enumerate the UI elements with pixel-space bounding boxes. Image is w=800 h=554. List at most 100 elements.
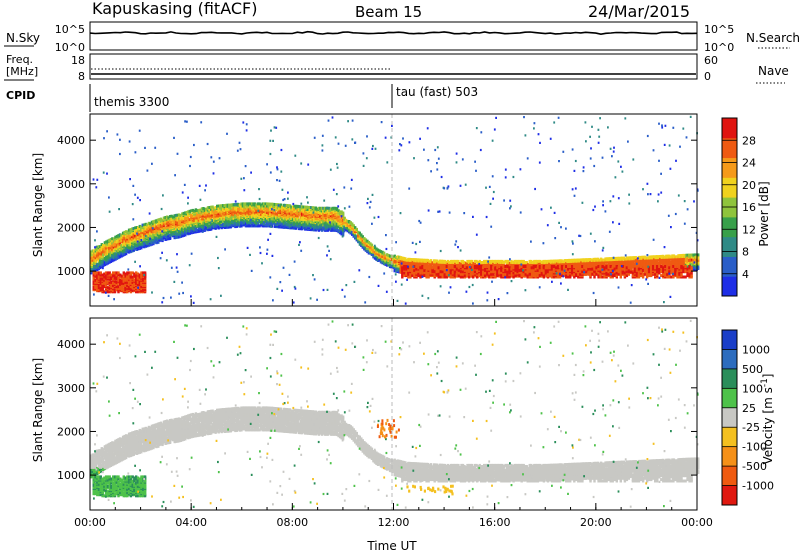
power-echo-cell — [240, 224, 243, 228]
power-echo-cell — [344, 220, 348, 224]
power-echo-cell — [329, 207, 333, 211]
power-echo-cell — [335, 207, 339, 211]
power-echo-cell — [188, 231, 191, 235]
power-echo-cell — [361, 235, 364, 239]
power-echo-cell — [253, 215, 257, 218]
power-echo-cell — [182, 217, 185, 221]
power-echo-cell — [141, 233, 144, 237]
power-echo-cell — [311, 219, 314, 223]
power-echo-cell — [131, 227, 134, 231]
power-echo-cell — [140, 227, 143, 231]
power-echo-cell — [297, 205, 301, 209]
power-echo-cell — [369, 248, 372, 252]
power-echo-cell — [246, 202, 249, 206]
power-echo-cell — [261, 213, 264, 217]
power-echo-cell — [209, 211, 213, 214]
power-echo-cell — [203, 225, 207, 229]
power-echo-cell — [229, 216, 232, 219]
power-echo-cell — [208, 218, 211, 222]
power-echo-cell — [323, 213, 327, 217]
power-echo-cell — [285, 204, 289, 207]
power-echo-cell — [114, 252, 117, 256]
power-echo-cell — [308, 206, 311, 209]
power-echo-cell — [308, 222, 311, 226]
power-echo-cell — [190, 213, 193, 217]
power-echo-cell — [269, 217, 272, 221]
power-echo-cell — [276, 221, 280, 224]
power-echo-cell — [304, 214, 307, 217]
power-echo-cell — [196, 216, 199, 220]
power-echo-cell — [129, 241, 132, 245]
power-echo-cell — [137, 231, 140, 235]
power-echo-cell — [111, 239, 114, 243]
power-echo-cell — [426, 261, 430, 264]
power-echo-cell — [219, 206, 222, 210]
power-echo-cell — [398, 258, 401, 262]
power-echo-cell — [231, 214, 234, 218]
power-echo-cell — [360, 233, 363, 237]
power-echo-cell — [140, 225, 143, 229]
power-echo-cell — [370, 249, 374, 253]
power-echo-cell — [331, 206, 334, 210]
power-echo-cell — [229, 203, 232, 207]
power-echo-cell — [367, 247, 371, 251]
power-echo-cell — [266, 221, 269, 225]
power-echo-cell — [168, 225, 172, 229]
power-echo-cell — [258, 224, 261, 228]
power-echo-cell — [123, 241, 126, 245]
power-echo-cell — [156, 218, 160, 222]
power-echo-cell — [197, 226, 201, 230]
power-echo-cell — [348, 224, 351, 228]
power-echo-cell — [392, 263, 395, 267]
power-echo-cell — [305, 214, 308, 218]
power-echo-cell — [378, 249, 381, 253]
power-echo-cell — [143, 223, 146, 227]
power-echo-cell — [379, 255, 383, 259]
power-echo-cell — [103, 246, 107, 250]
power-echo-cell — [282, 205, 286, 209]
power-echo-cell — [258, 219, 261, 223]
power-echo-cell — [115, 247, 119, 251]
power-echo-cell — [184, 222, 187, 226]
power-echo-cell — [175, 221, 178, 225]
power-echo-cell — [222, 213, 225, 217]
power-echo-cell — [302, 205, 305, 209]
power-echo-cell — [260, 215, 263, 218]
power-echo-cell — [179, 216, 182, 220]
power-echo-cell — [211, 226, 214, 230]
power-echo-cell — [164, 216, 167, 219]
power-echo-cell — [171, 215, 175, 219]
power-echo-cell — [194, 208, 198, 212]
power-echo-cell — [305, 222, 308, 226]
power-echo-cell — [246, 209, 249, 213]
power-echo-cell — [99, 245, 102, 249]
power-echo-cell — [143, 241, 146, 245]
power-echo-cell — [164, 222, 167, 226]
power-echo-cell — [291, 205, 295, 209]
power-echo-cell — [307, 205, 310, 209]
power-echo-cell — [358, 239, 361, 243]
power-echo-cell — [205, 210, 208, 214]
power-echo-cell — [340, 210, 343, 214]
nsky-tick-top-left: 10^5 — [55, 23, 85, 36]
power-echo-cell — [304, 222, 307, 226]
power-echo-cell — [392, 260, 395, 264]
power-echo-cell — [240, 204, 243, 208]
power-echo-cell — [331, 227, 334, 231]
power-echo-cell — [410, 258, 413, 261]
power-echo-cell — [404, 257, 407, 261]
power-echo-cell — [170, 228, 173, 232]
power-echo-cell — [187, 210, 190, 214]
freq-label: Freq. — [6, 53, 33, 66]
power-echo-cell — [253, 202, 257, 206]
power-echo-cell — [137, 226, 140, 230]
power-echo-cell — [168, 217, 172, 221]
power-echo-cell — [203, 215, 207, 219]
power-echo-cell — [249, 216, 252, 219]
power-echo-cell — [134, 233, 137, 237]
power-echo-cell — [143, 231, 146, 235]
freq-tick-top-left: 18 — [71, 54, 85, 67]
power-echo-cell — [211, 209, 214, 213]
power-echo-cell — [396, 266, 399, 270]
power-echo-cell — [297, 218, 301, 222]
